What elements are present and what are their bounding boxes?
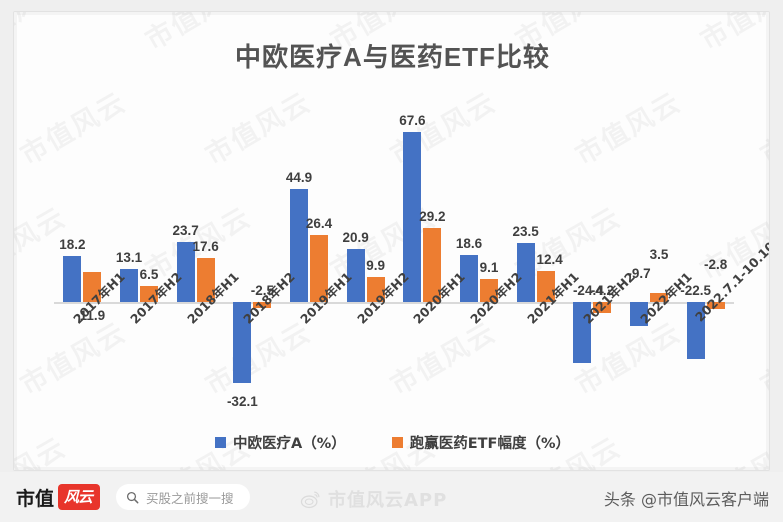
bar-blue[interactable] <box>629 302 648 327</box>
bar-blue[interactable] <box>459 255 478 302</box>
legend-item-0[interactable]: 中欧医疗A（%） <box>215 432 346 453</box>
bar-blue[interactable] <box>233 302 252 383</box>
bar-orange[interactable] <box>706 302 725 310</box>
bar-blue[interactable] <box>176 242 195 302</box>
bar-value-label: 44.9 <box>285 169 313 185</box>
bar-value-label: 23.5 <box>512 223 539 239</box>
bar-orange[interactable] <box>309 235 328 302</box>
legend-swatch <box>215 437 226 448</box>
search-icon <box>127 491 139 503</box>
bar-value-label: 67.6 <box>399 112 426 128</box>
app-watermark-text: 市值风云APP <box>328 490 448 511</box>
bar-orange[interactable] <box>253 302 272 309</box>
bar-orange[interactable] <box>649 293 668 302</box>
bar-value-label: -9.7 <box>627 266 651 281</box>
legend-swatch <box>391 437 403 448</box>
bar-orange[interactable] <box>366 277 385 302</box>
bar-value-label: 11.9 <box>79 308 106 323</box>
bar-group: 44.9 26.4 2019年H1 <box>281 52 355 412</box>
bar-orange[interactable] <box>139 285 158 302</box>
bottom-toolbar: 市值 风云 买股之前搜一搜 市值风云APP 头条 @市值风云客户端 <box>0 472 783 522</box>
bar-group: 18.6 9.1 2020年H2 <box>451 52 525 412</box>
bar-value-label: 26.4 <box>305 216 333 232</box>
weibo-icon <box>300 491 320 509</box>
bar-group: 23.5 12.4 2021年H1 <box>507 52 582 412</box>
app-watermark: 市值风云APP <box>300 486 447 512</box>
bar-value-label: -32.1 <box>226 394 258 409</box>
bar-value-label: 18.2 <box>59 237 86 253</box>
bar-group: 23.7 17.6 2018年H1 <box>167 52 242 412</box>
bar-value-label: 9.1 <box>479 260 499 276</box>
bar-group: -9.7 3.5 2022年H1 <box>621 52 694 412</box>
x-axis-label: 2022.7.1-10.10 <box>691 238 770 325</box>
bars-container: 18.2 11.9 2017年H1 13.1 6.5 2017年H2 23.7 17.6 201… <box>54 52 769 412</box>
bar-value-label: 9.9 <box>366 258 386 274</box>
bar-group: 18.2 11.9 2017年H1 <box>54 52 128 412</box>
bar-value-label: 17.6 <box>192 238 219 254</box>
zero-axis-line <box>54 302 734 304</box>
search-placeholder-text: 买股之前搜一搜 <box>146 490 234 506</box>
bar-value-label: 13.1 <box>115 249 143 265</box>
bar-orange[interactable] <box>536 270 555 302</box>
bar-value-label: 18.6 <box>455 236 483 252</box>
bar-blue[interactable] <box>686 302 705 359</box>
brand-logo[interactable]: 市值 风云 <box>16 484 101 511</box>
bar-value-label: 20.9 <box>342 230 369 246</box>
bar-blue[interactable] <box>63 256 82 302</box>
plot-area: 18.2 11.9 2017年H1 13.1 6.5 2017年H2 23.7 17.6 201… <box>14 12 769 470</box>
bar-orange[interactable] <box>593 302 612 313</box>
bar-value-label: 29.2 <box>419 209 446 225</box>
bar-orange[interactable] <box>423 228 442 302</box>
bar-group: -32.1 -2.5 2018年H2 <box>224 52 298 412</box>
search-input[interactable]: 买股之前搜一搜 <box>116 484 250 510</box>
bar-value-label: 6.5 <box>139 266 159 282</box>
bar-blue[interactable] <box>516 242 535 302</box>
legend-item-1[interactable]: 跑赢医药ETF幅度（%） <box>391 432 570 453</box>
bar-value-label: 23.7 <box>172 223 199 239</box>
bar-value-label: -2.8 <box>704 257 728 272</box>
toutiao-handle: 头条 @市值风云客户端 <box>603 490 769 509</box>
chart-legend: 中欧医疗A（%） 跑赢医药ETF幅度（%） <box>14 432 769 453</box>
legend-label: 中欧医疗A（%） <box>233 436 346 452</box>
bar-value-label: -4.2 <box>590 283 614 298</box>
legend-label: 跑赢医药ETF幅度（%） <box>409 436 570 452</box>
bar-blue[interactable] <box>119 268 138 302</box>
bar-group: 67.6 29.2 2020年H1 <box>394 52 468 412</box>
bar-orange[interactable] <box>196 257 215 302</box>
bar-blue[interactable] <box>346 249 365 302</box>
chart-title: 中欧医疗A与医药ETF比较 <box>235 42 550 72</box>
bar-group: 20.9 9.9 2019年H2 <box>337 52 412 412</box>
bar-group: 13.1 6.5 2017年H2 <box>111 52 185 412</box>
bar-blue[interactable] <box>403 131 422 302</box>
bar-value-label: -24.4 <box>572 283 604 298</box>
bar-blue[interactable] <box>289 188 308 302</box>
brand-badge: 风云 <box>58 484 101 510</box>
bar-value-label: -2.5 <box>250 283 274 298</box>
bar-orange[interactable] <box>479 279 498 302</box>
bar-value-label: 3.5 <box>649 247 669 262</box>
brand-name-text: 市值 <box>16 487 55 510</box>
bar-group: -22.5 -2.8 2022.7.1-10.10 <box>677 52 769 412</box>
bar-orange[interactable] <box>83 272 102 302</box>
bar-blue[interactable] <box>573 302 592 364</box>
chart-card: 市值风云市值风云市值风云市值风云市值风云市值风云市值风云市值风云市值风云市值风云… <box>13 11 770 471</box>
bar-value-label: 12.4 <box>536 251 563 267</box>
bar-group: -24.4 -4.2 2021年H2 <box>564 52 638 412</box>
bar-value-label: -22.5 <box>680 283 712 298</box>
